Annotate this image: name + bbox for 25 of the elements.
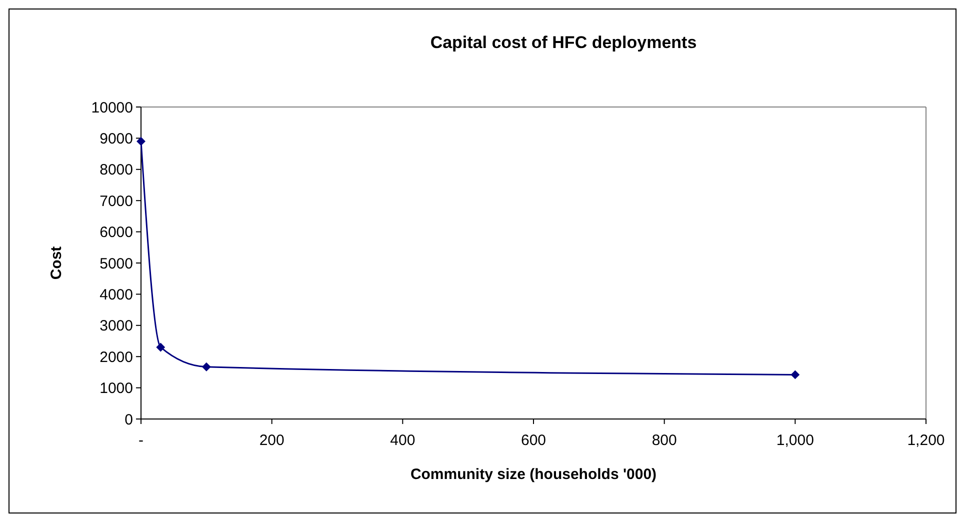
x-tick-label: 400	[390, 432, 416, 449]
y-tick-label: 4000	[100, 286, 133, 304]
x-tick-label: 600	[520, 432, 546, 449]
point	[136, 136, 146, 146]
x-tick-label: 1,000	[776, 432, 814, 449]
y-axis-title: Cost	[48, 246, 65, 280]
y-tick-label: 2000	[100, 348, 133, 366]
chart-title: Capital cost of HFC deployments	[430, 33, 697, 52]
x-tick-label: 200	[259, 432, 284, 449]
y-tick-label: 5000	[100, 255, 133, 272]
point	[202, 362, 211, 372]
x-tick-label: 800	[652, 432, 677, 449]
y-tick-label: 3000	[100, 318, 133, 335]
y-tick-label: 8000	[100, 162, 133, 179]
y-tick-label: 10000	[91, 99, 133, 116]
point	[790, 370, 800, 380]
y-tick-label: 7000	[100, 192, 133, 210]
y-tick-label: 1000	[100, 380, 133, 398]
y-tick-label: 6000	[100, 224, 133, 242]
x-axis-title: Community size (households '000)	[410, 466, 657, 483]
point	[156, 342, 166, 352]
y-tick-label: 0	[124, 411, 133, 428]
y-tick-label: 9000	[100, 130, 133, 148]
x-tick-label: -	[138, 432, 144, 449]
x-tick-label: 1,200	[907, 432, 945, 449]
